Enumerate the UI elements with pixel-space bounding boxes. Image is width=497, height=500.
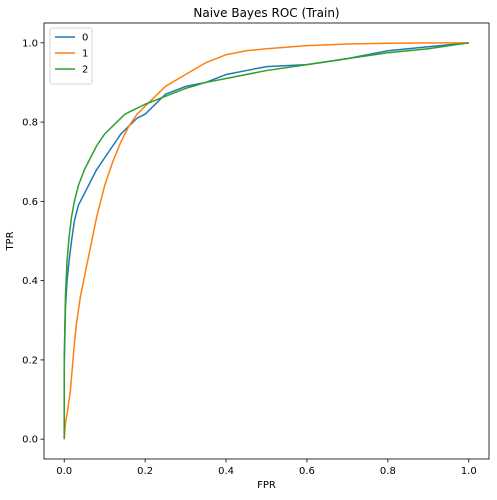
x-tick-label: 0.6 <box>299 466 315 477</box>
legend-label-2: 2 <box>82 65 88 76</box>
y-tick-label: 1.0 <box>22 38 38 49</box>
x-tick-label: 0.4 <box>218 466 234 477</box>
legend-label-1: 1 <box>82 49 88 60</box>
x-tick-label: 0.0 <box>56 466 72 477</box>
y-tick-label: 0.8 <box>22 118 38 129</box>
y-tick-label: 0.6 <box>22 197 38 208</box>
plot-area: 0.0 0.2 0.4 0.6 0.8 1.0 0.0 0.2 0.4 0.6 0.8 1.0 <box>22 22 490 477</box>
x-axis-label: FPR <box>257 480 276 491</box>
x-tick-label: 0.2 <box>137 466 153 477</box>
axes-frame <box>43 22 490 460</box>
y-tick-label: 0.0 <box>22 435 38 446</box>
series-line-1 <box>63 42 469 440</box>
x-tick-label: 0.8 <box>380 466 396 477</box>
y-tick-label: 0.2 <box>22 355 38 366</box>
y-tick-label: 0.4 <box>22 276 38 287</box>
legend-box <box>49 27 93 85</box>
x-tick-label: 1.0 <box>461 466 477 477</box>
legend-label-0: 0 <box>82 33 88 44</box>
series-line-0 <box>63 42 469 440</box>
y-axis-label: TPR <box>5 231 16 251</box>
chart-title: Naive Bayes ROC (Train) <box>193 6 339 20</box>
legend: 0 1 2 <box>49 27 93 85</box>
series-line-2 <box>63 42 469 440</box>
